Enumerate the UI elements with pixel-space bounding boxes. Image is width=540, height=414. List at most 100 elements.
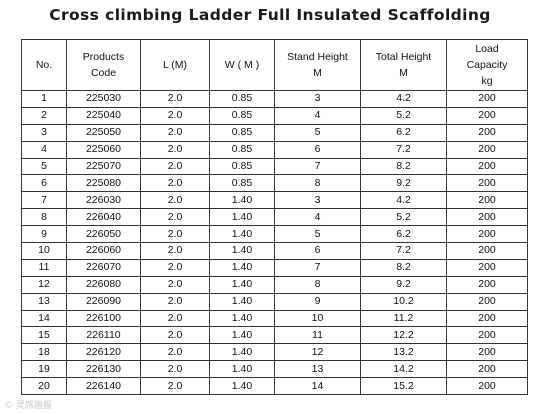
spec-table: No. Products Code L (M) W ( M ) Stand He… — [21, 39, 528, 396]
cell-length: 2.0 — [140, 343, 210, 362]
cell-load-capacity: 200 — [446, 140, 528, 159]
cell-load-capacity: 200 — [446, 157, 528, 176]
cell-load-capacity: 200 — [446, 377, 528, 396]
cell-length: 2.0 — [140, 326, 210, 345]
cell-length: 2.0 — [140, 360, 210, 379]
cell-total-height: 14.2 — [360, 360, 447, 379]
cell-total-height: 5.2 — [360, 208, 447, 227]
cell-stand-height: 13 — [274, 360, 361, 379]
cell-stand-height: 3 — [274, 90, 361, 108]
cell-no: 7 — [21, 191, 67, 210]
cell-products-code: 226040 — [66, 208, 141, 227]
cell-length: 2.0 — [140, 90, 210, 108]
cell-width: 1.40 — [209, 292, 275, 311]
cell-no: 20 — [21, 377, 67, 396]
cell-width: 0.85 — [209, 90, 275, 108]
table-row: 4 225060 2.0 0.85 6 7.2 200 — [21, 140, 528, 159]
cell-width: 1.40 — [209, 343, 275, 362]
header-total-height: Total Height M — [360, 39, 447, 91]
table-row: 2 225040 2.0 0.85 4 5.2 200 — [21, 106, 528, 125]
cell-products-code: 226050 — [66, 225, 141, 244]
cell-width: 0.85 — [209, 174, 275, 193]
cell-load-capacity: 200 — [446, 360, 528, 379]
cell-stand-height: 8 — [274, 275, 361, 294]
table-row: 6 225080 2.0 0.85 8 9.2 200 — [21, 174, 528, 193]
cell-stand-height: 7 — [274, 157, 361, 176]
cell-load-capacity: 200 — [446, 106, 528, 125]
table-row: 5 225070 2.0 0.85 7 8.2 200 — [21, 157, 528, 176]
table-row: 13 226090 2.0 1.40 9 10.2 200 — [21, 292, 528, 311]
cell-width: 1.40 — [209, 360, 275, 379]
cell-width: 1.40 — [209, 208, 275, 227]
table-row: 9 226050 2.0 1.40 5 6.2 200 — [21, 225, 528, 244]
cell-stand-height: 14 — [274, 377, 361, 396]
cell-products-code: 225080 — [66, 174, 141, 193]
cell-length: 2.0 — [140, 377, 210, 396]
cell-no: 9 — [21, 225, 67, 244]
cell-products-code: 225040 — [66, 106, 141, 125]
table-row: 11 226070 2.0 1.40 7 8.2 200 — [21, 258, 528, 277]
table-row: 7 226030 2.0 1.40 3 4.2 200 — [21, 191, 528, 210]
table-header-row: No. Products Code L (M) W ( M ) Stand He… — [21, 39, 528, 91]
cell-total-height: 6.2 — [360, 225, 447, 244]
cell-products-code: 226100 — [66, 309, 141, 328]
cell-no: 2 — [21, 106, 67, 125]
cell-products-code: 225070 — [66, 157, 141, 176]
cell-products-code: 226120 — [66, 343, 141, 362]
cell-load-capacity: 200 — [446, 309, 528, 328]
cell-total-height: 12.2 — [360, 326, 447, 345]
cell-products-code: 225060 — [66, 140, 141, 159]
cell-no: 6 — [21, 174, 67, 193]
cell-width: 1.40 — [209, 309, 275, 328]
cell-load-capacity: 200 — [446, 208, 528, 227]
cell-products-code: 226090 — [66, 292, 141, 311]
cell-load-capacity: 200 — [446, 343, 528, 362]
cell-total-height: 9.2 — [360, 275, 447, 294]
cell-length: 2.0 — [140, 140, 210, 159]
cell-no: 12 — [21, 275, 67, 294]
cell-no: 4 — [21, 140, 67, 159]
cell-products-code: 225050 — [66, 123, 141, 142]
cell-no: 14 — [21, 309, 67, 328]
cell-stand-height: 4 — [274, 106, 361, 125]
page-title: Cross climbing Ladder Full Insulated Sca… — [49, 6, 491, 24]
cell-stand-height: 8 — [274, 174, 361, 193]
cell-no: 15 — [21, 326, 67, 345]
cell-products-code: 226070 — [66, 258, 141, 277]
cell-total-height: 4.2 — [360, 191, 447, 210]
header-width: W ( M ) — [209, 39, 275, 91]
cell-stand-height: 10 — [274, 309, 361, 328]
cell-total-height: 8.2 — [360, 157, 447, 176]
cell-load-capacity: 200 — [446, 191, 528, 210]
cell-no: 10 — [21, 242, 67, 260]
cell-total-height: 4.2 — [360, 90, 447, 108]
cell-stand-height: 6 — [274, 242, 361, 260]
cell-stand-height: 5 — [274, 123, 361, 142]
cell-width: 1.40 — [209, 377, 275, 396]
cell-width: 1.40 — [209, 225, 275, 244]
cell-total-height: 7.2 — [360, 242, 447, 260]
cell-width: 0.85 — [209, 123, 275, 142]
table-row: 20 226140 2.0 1.40 14 15.2 200 — [21, 377, 528, 396]
cell-load-capacity: 200 — [446, 174, 528, 193]
cell-width: 0.85 — [209, 140, 275, 159]
cell-width: 1.40 — [209, 326, 275, 345]
cell-width: 1.40 — [209, 275, 275, 294]
cell-length: 2.0 — [140, 292, 210, 311]
watermark: © 灵感画报 — [4, 401, 52, 411]
cell-total-height: 10.2 — [360, 292, 447, 311]
table-row: 15 226110 2.0 1.40 11 12.2 200 — [21, 326, 528, 345]
cell-length: 2.0 — [140, 242, 210, 260]
cell-length: 2.0 — [140, 275, 210, 294]
cell-length: 2.0 — [140, 309, 210, 328]
cell-load-capacity: 200 — [446, 292, 528, 311]
table-row: 3 225050 2.0 0.85 5 6.2 200 — [21, 123, 528, 142]
cell-no: 1 — [21, 90, 67, 108]
cell-no: 3 — [21, 123, 67, 142]
cell-load-capacity: 200 — [446, 275, 528, 294]
cell-products-code: 226060 — [66, 242, 141, 260]
cell-products-code: 225030 — [66, 90, 141, 108]
cell-length: 2.0 — [140, 106, 210, 125]
cell-products-code: 226130 — [66, 360, 141, 379]
cell-no: 13 — [21, 292, 67, 311]
